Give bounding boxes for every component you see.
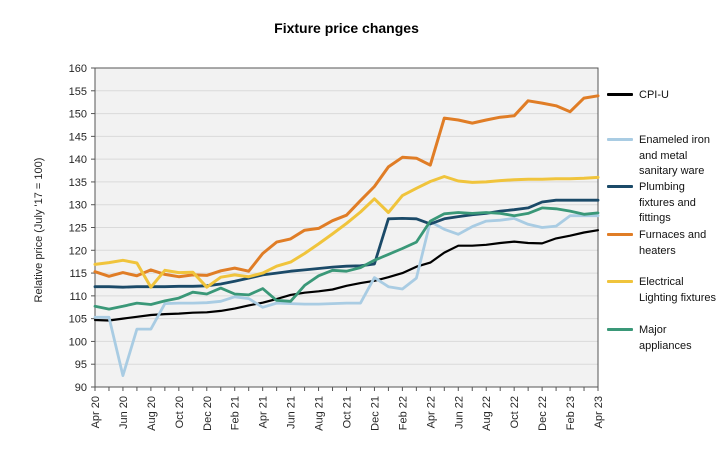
y-tick-label: 145 bbox=[69, 131, 87, 143]
y-tick-label: 140 bbox=[69, 154, 87, 166]
x-tick-label: Oct 22 bbox=[509, 396, 521, 428]
x-tick-label: Oct 20 bbox=[174, 396, 186, 428]
y-tick-label: 160 bbox=[69, 63, 87, 75]
series-line-plumbing-fixtures-and-fittings bbox=[93, 198, 600, 289]
x-tick-label: Apr 21 bbox=[258, 396, 270, 428]
legend-swatch-enameled-sanitary-ware bbox=[607, 138, 633, 141]
y-tick-label: 155 bbox=[69, 86, 87, 98]
x-tick-label: Jun 20 bbox=[118, 396, 130, 429]
x-tick-label: Jun 21 bbox=[286, 396, 298, 429]
legend-swatch-major-appliances bbox=[607, 328, 633, 331]
legend-item-cpi-u: CPI-U bbox=[607, 88, 723, 104]
series-line-enameled-iron-and-metal-sanitary-ware bbox=[93, 214, 600, 378]
x-tick-label: Dec 20 bbox=[202, 396, 214, 431]
legend-swatch-cpi-u bbox=[607, 93, 633, 96]
series-line-major-appliances bbox=[93, 206, 600, 311]
series-line-furnaces-and-heaters bbox=[93, 94, 600, 279]
y-tick-label: 130 bbox=[69, 200, 87, 212]
legend-label-electrical-lighting: Electrical Lighting fixtures bbox=[639, 276, 717, 304]
legend: CPI-U Enameled iron and metal sanitary w… bbox=[607, 0, 722, 455]
legend-swatch-electrical-lighting bbox=[607, 280, 633, 283]
y-tick-label: 135 bbox=[69, 177, 87, 189]
x-tick-label: Aug 22 bbox=[481, 396, 493, 431]
x-tick-label: Feb 23 bbox=[565, 396, 577, 430]
legend-label-major-appliances: Major appliances bbox=[639, 324, 692, 352]
series-line-electrical-lighting-fixtures bbox=[93, 175, 600, 289]
legend-item-furnaces-heaters: Furnaces and heaters bbox=[607, 228, 723, 259]
y-tick-label: 110 bbox=[69, 291, 87, 303]
y-tick-label: 100 bbox=[69, 336, 87, 348]
legend-label-furnaces-heaters: Furnaces and heaters bbox=[639, 229, 707, 257]
x-tick-label: Feb 22 bbox=[397, 396, 409, 430]
legend-label-cpi-u: CPI-U bbox=[639, 89, 669, 101]
x-tick-label: Apr 22 bbox=[425, 396, 437, 428]
y-axis-title: Relative price (July '17 = 100) bbox=[33, 157, 45, 303]
legend-label-plumbing-fixtures: Plumbing fixtures and fittings bbox=[639, 181, 696, 224]
legend-label-enameled-sanitary-ware: Enameled iron and metal sanitary ware bbox=[639, 134, 710, 177]
y-tick-label: 125 bbox=[69, 223, 87, 235]
legend-swatch-plumbing-fixtures bbox=[607, 185, 633, 188]
x-tick-label: Apr 20 bbox=[90, 396, 102, 428]
y-tick-label: 105 bbox=[69, 314, 87, 326]
x-tick-label: Feb 21 bbox=[230, 396, 242, 430]
y-tick-label: 115 bbox=[69, 268, 87, 280]
x-tick-label: Aug 21 bbox=[314, 396, 326, 431]
x-tick-label: Apr 23 bbox=[593, 396, 605, 428]
y-tick-label: 90 bbox=[75, 382, 87, 394]
x-tick-label: Aug 20 bbox=[146, 396, 158, 431]
x-tick-label: Dec 22 bbox=[537, 396, 549, 431]
y-tick-label: 120 bbox=[69, 245, 87, 257]
y-tick-label: 150 bbox=[69, 109, 87, 121]
y-tick-label: 95 bbox=[75, 359, 87, 371]
legend-item-enameled-sanitary-ware: Enameled iron and metal sanitary ware bbox=[607, 133, 723, 180]
chart-title: Fixture price changes bbox=[274, 20, 419, 36]
x-tick-label: Dec 21 bbox=[369, 396, 381, 431]
legend-item-major-appliances: Major appliances bbox=[607, 323, 723, 354]
legend-item-electrical-lighting: Electrical Lighting fixtures bbox=[607, 275, 723, 306]
legend-item-plumbing-fixtures: Plumbing fixtures and fittings bbox=[607, 180, 723, 227]
x-tick-label: Oct 21 bbox=[342, 396, 354, 428]
series-line-cpi-u bbox=[93, 229, 600, 322]
legend-swatch-furnaces-heaters bbox=[607, 233, 633, 236]
x-tick-label: Jun 22 bbox=[453, 396, 465, 429]
